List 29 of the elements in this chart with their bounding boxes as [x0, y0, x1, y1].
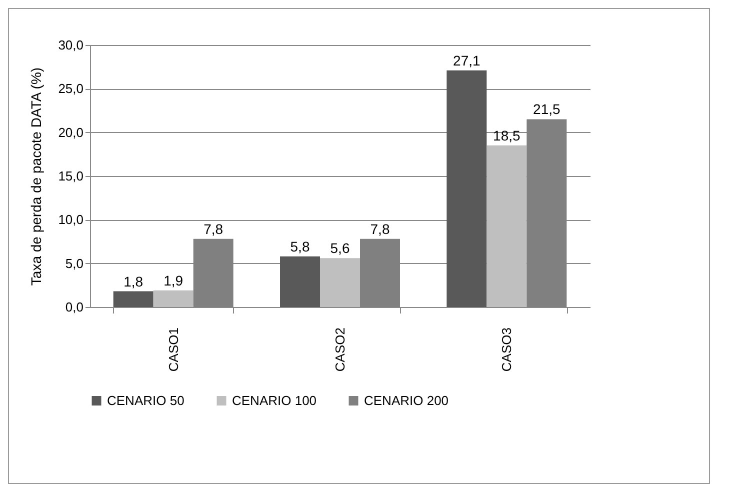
y-tick-label: 25,0: [58, 81, 84, 96]
legend-label: CENARIO 50: [107, 392, 184, 408]
y-tick-label: 5,0: [65, 256, 84, 271]
data-label: 5,6: [330, 240, 350, 256]
data-label: 7,8: [370, 220, 390, 237]
x-tick-label: CASO1: [166, 328, 181, 372]
legend-label: CENARIO 200: [364, 392, 449, 408]
y-tick-label: 15,0: [58, 168, 84, 184]
data-label: 5,8: [290, 238, 310, 254]
data-label: 27,1: [453, 52, 481, 68]
data-label: 18,5: [493, 127, 521, 144]
y-tick-label: 20,0: [58, 124, 84, 140]
x-tick-label: CASO2: [332, 328, 348, 372]
y-tick-label: 10,0: [58, 212, 84, 228]
bar: [153, 290, 194, 307]
bar: [320, 258, 360, 307]
y-tick-label: 0,0: [65, 300, 84, 314]
y-tick-label: 30,0: [58, 38, 84, 52]
data-label: 1,8: [124, 273, 144, 290]
data-label: 21,5: [533, 101, 561, 118]
data-label: 7,8: [204, 220, 224, 237]
bar: [113, 291, 154, 307]
x-tick-label: CASO3: [499, 328, 514, 372]
legend-label: CENARIO 100: [232, 392, 317, 408]
bar: [280, 256, 320, 307]
bar: [446, 70, 487, 307]
y-axis-title: Taxa de perda de pacote DATA (%): [28, 67, 44, 286]
data-label: 1,9: [164, 272, 184, 288]
bar: [486, 145, 527, 307]
